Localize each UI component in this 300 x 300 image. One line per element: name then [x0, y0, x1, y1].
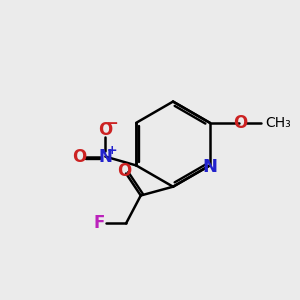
Text: O: O — [98, 121, 112, 139]
Text: O: O — [234, 114, 248, 132]
Text: O: O — [72, 148, 86, 166]
Text: −: − — [105, 116, 118, 131]
Text: N: N — [202, 158, 217, 176]
Text: F: F — [94, 214, 105, 232]
Text: +: + — [106, 144, 117, 157]
Text: O: O — [118, 161, 132, 179]
Text: CH₃: CH₃ — [266, 116, 291, 130]
Text: N: N — [98, 148, 112, 166]
